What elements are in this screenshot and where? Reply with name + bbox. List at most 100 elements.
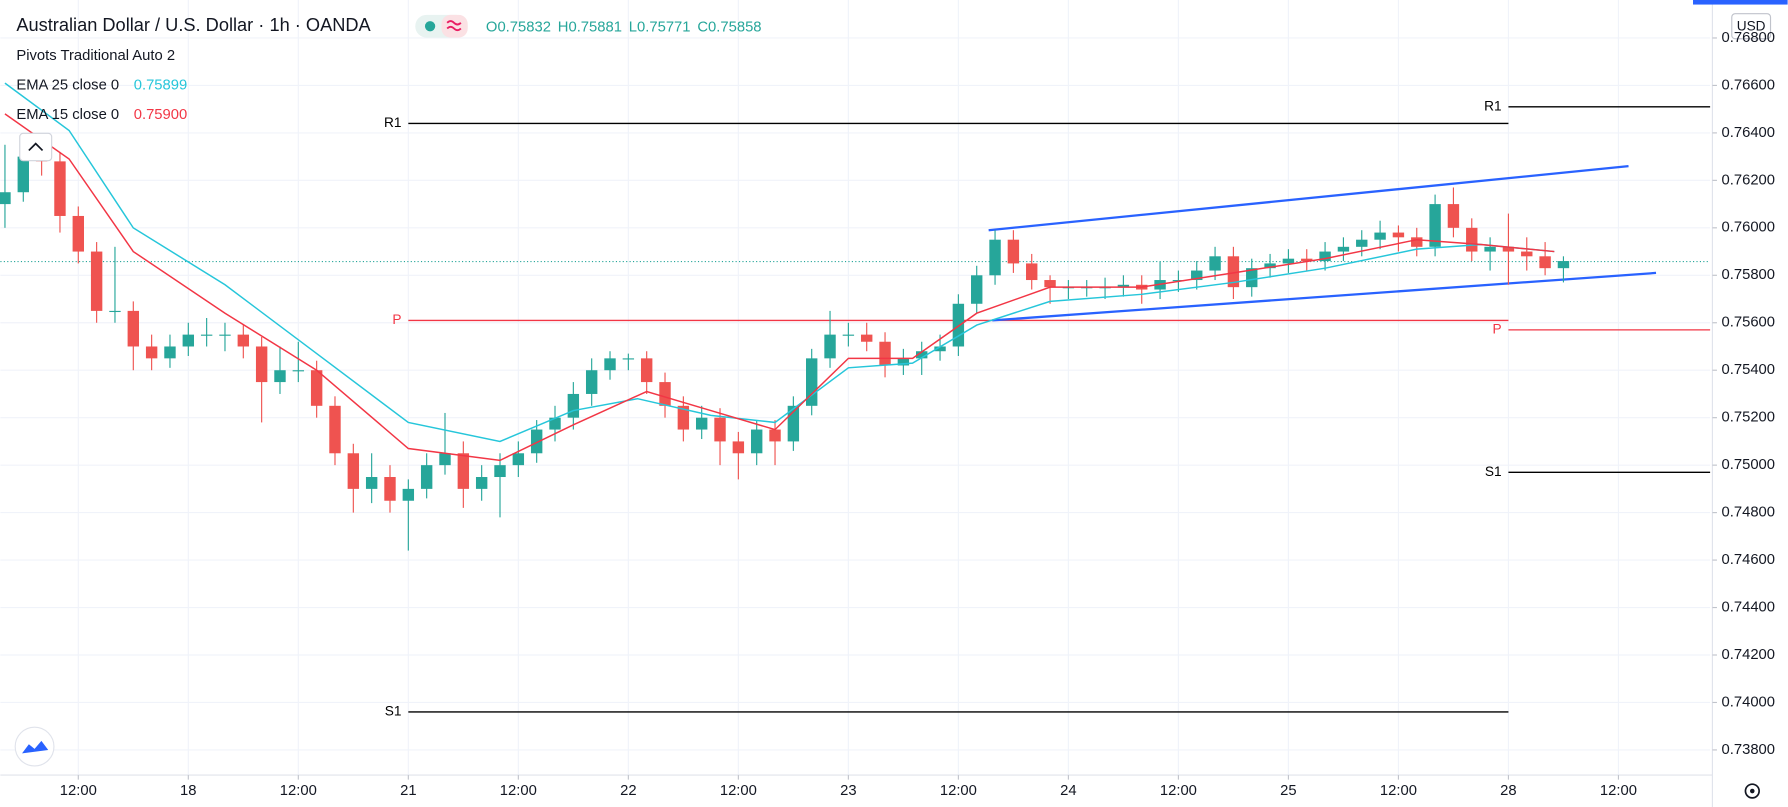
candle-body	[1117, 284, 1130, 288]
candle-body	[769, 429, 781, 442]
candle-body	[989, 239, 1001, 276]
collapse-icon	[28, 142, 44, 152]
candle-body	[1246, 268, 1258, 288]
candle-body	[1319, 251, 1331, 262]
candle-body	[916, 351, 928, 359]
x-tick-label: 23	[840, 783, 856, 799]
candle-body	[1466, 227, 1478, 252]
candle-body	[695, 417, 708, 430]
candle-body	[274, 370, 286, 383]
pivot-label: P	[392, 312, 401, 327]
candle-body	[90, 251, 103, 311]
x-tick-label: 12:00	[1600, 783, 1637, 799]
candle-body	[1539, 256, 1551, 269]
candle-body	[897, 358, 910, 366]
candle-body	[384, 477, 396, 501]
x-tick-label: 22	[620, 783, 636, 799]
candle-body	[200, 334, 213, 336]
x-tick-label: 12:00	[500, 783, 537, 799]
settings-icon-center	[1750, 788, 1755, 794]
top-bar	[1693, 0, 1788, 5]
y-tick-label: 0.75800	[1722, 267, 1776, 283]
candle-body	[567, 393, 580, 418]
candle-body	[1227, 256, 1240, 288]
currency-box[interactable]	[1731, 13, 1772, 40]
candle-body	[952, 303, 965, 347]
y-tick-label: 0.73800	[1722, 742, 1776, 758]
y-tick-label: 0.76200	[1722, 172, 1776, 188]
trendline	[992, 271, 1657, 322]
candle-body	[347, 453, 360, 489]
candle-body	[824, 334, 836, 359]
legend-name: EMA 15 close 0	[16, 107, 119, 123]
y-tick-label: 0.75200	[1722, 410, 1776, 426]
candle-body	[145, 346, 158, 359]
candle-body	[622, 358, 635, 360]
candle-body	[1429, 204, 1441, 247]
y-tick-label: 0.74200	[1722, 647, 1776, 663]
candle-body	[402, 488, 415, 501]
y-tick-label: 0.75600	[1722, 315, 1776, 331]
candle-body	[310, 370, 323, 406]
candle-body	[1502, 246, 1515, 252]
pivot-label: S1	[385, 704, 402, 719]
y-tick-label: 0.76000	[1722, 220, 1776, 236]
candle-body	[1191, 270, 1203, 281]
x-tick-label: 12:00	[60, 783, 97, 799]
legend-value: 0.75899	[134, 77, 188, 93]
candle-body	[1209, 256, 1221, 271]
x-tick-label: 18	[180, 783, 196, 799]
candle-body	[659, 382, 671, 406]
candle-body	[714, 417, 726, 442]
x-tick-label: 12:00	[940, 783, 977, 799]
ohlc-value: L0.75771	[629, 19, 691, 35]
logo	[22, 740, 49, 754]
settings-button[interactable]	[1744, 783, 1760, 799]
pivot-label: R1	[1484, 98, 1501, 113]
candle-body	[585, 370, 598, 394]
candle-body	[604, 358, 616, 371]
y-tick-label: 0.74800	[1722, 505, 1776, 521]
ema-line	[4, 113, 1555, 462]
candle-body	[1301, 258, 1313, 262]
candle-body	[1264, 263, 1276, 269]
x-tick-label: 24	[1060, 783, 1076, 799]
candle-body	[1484, 246, 1496, 252]
candle-body	[237, 334, 250, 347]
ohlc-value: H0.75881	[558, 19, 622, 35]
candle-body	[677, 405, 690, 430]
pivot-label: P	[1492, 321, 1501, 336]
candle-body	[750, 429, 763, 454]
ema-line	[4, 82, 1555, 443]
candle-body	[475, 477, 488, 489]
settings-icon	[1744, 783, 1760, 799]
candle-body	[0, 192, 11, 205]
candle-body	[787, 405, 800, 442]
candle-body	[1026, 263, 1038, 281]
ohlc-value: C0.75858	[697, 19, 761, 35]
candle-body	[1044, 280, 1056, 288]
pivot-label: R1	[384, 115, 401, 130]
legend-value: 0.75900	[134, 107, 188, 123]
collapse-button[interactable]	[19, 132, 53, 162]
candle-body	[1521, 251, 1533, 257]
candle-body	[72, 215, 84, 252]
candle-body	[640, 358, 653, 383]
candle-body	[1392, 232, 1405, 238]
x-tick-label: 12:00	[280, 783, 317, 799]
trendline	[988, 164, 1629, 232]
logo-button[interactable]	[14, 726, 55, 767]
x-tick-label: 12:00	[720, 783, 757, 799]
indicator: Pivots Traditional Auto 2	[16, 48, 175, 64]
status-dot	[424, 21, 436, 32]
y-tick-label: 0.76400	[1722, 125, 1776, 141]
candle-body	[255, 346, 268, 383]
candle-body	[17, 156, 29, 193]
candle-body	[54, 161, 66, 216]
y-tick-label: 0.74000	[1722, 694, 1776, 710]
candle-body	[420, 465, 433, 489]
y-tick-label: 0.76800	[1722, 30, 1776, 46]
x-tick-label: 21	[400, 783, 416, 799]
candle-body	[182, 334, 195, 347]
